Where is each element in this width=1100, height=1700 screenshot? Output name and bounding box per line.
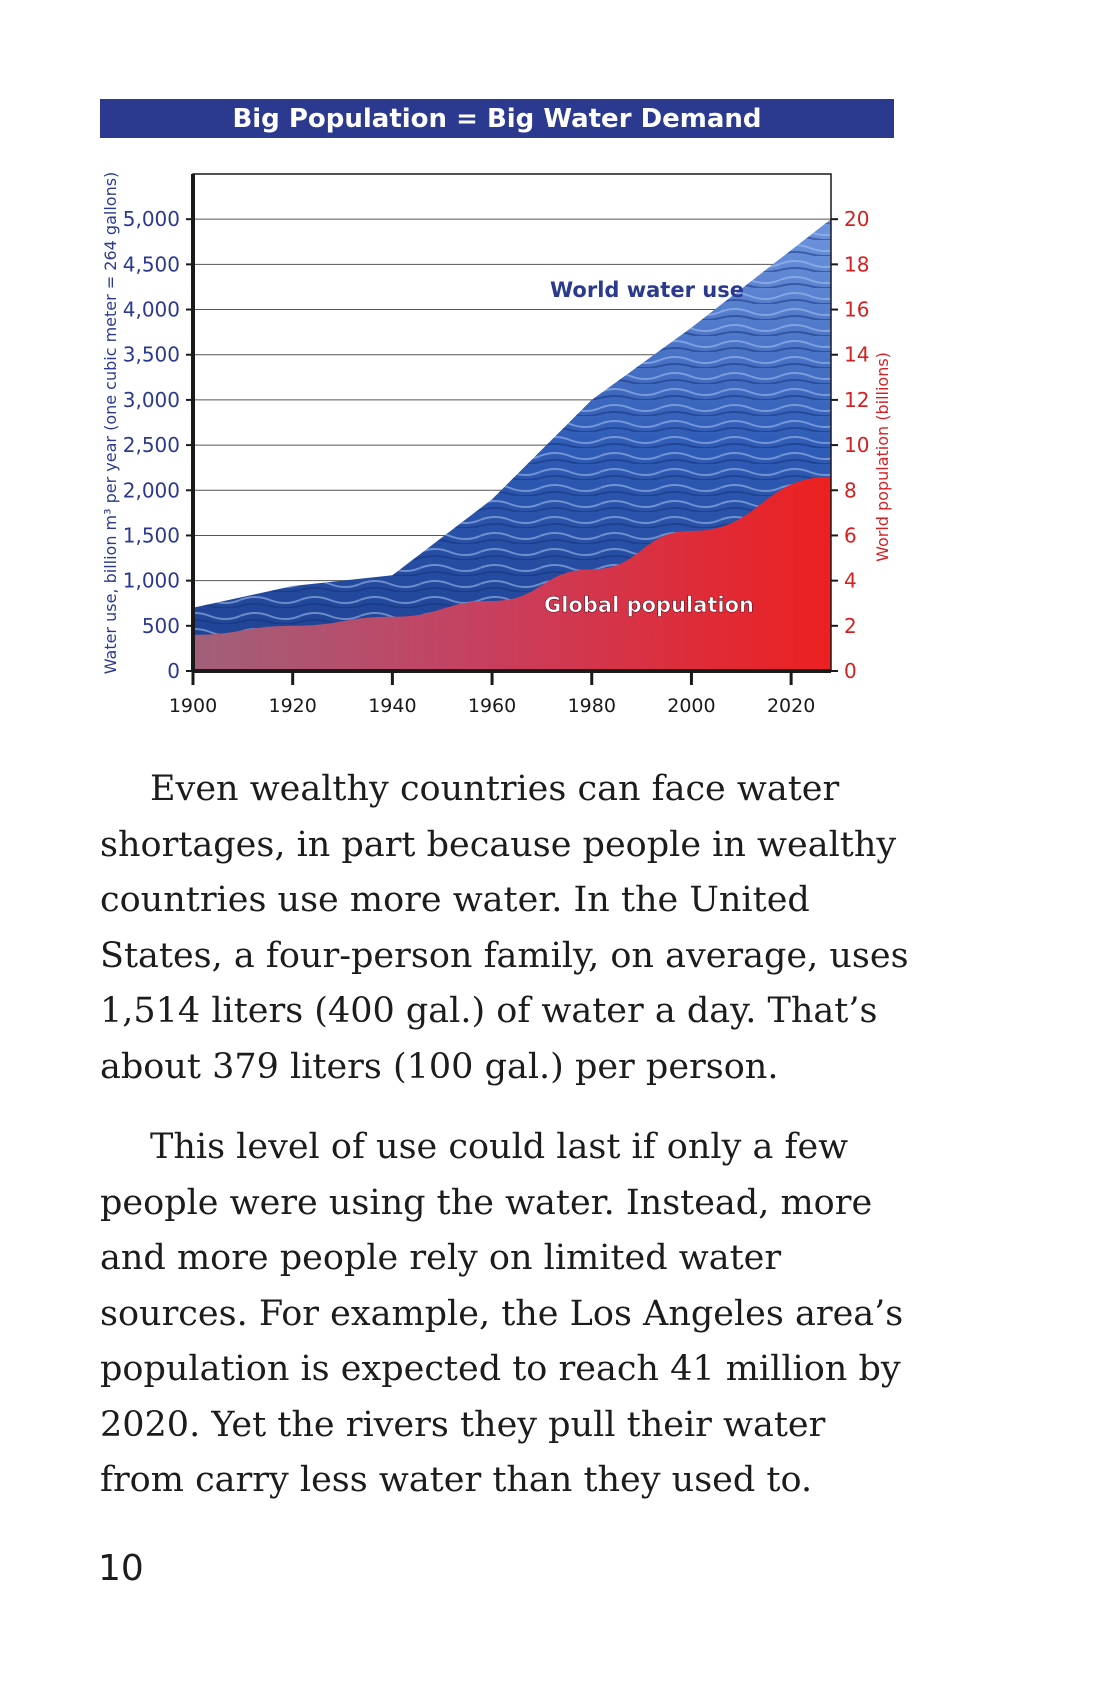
right-tick-label: 12 bbox=[844, 388, 869, 412]
right-axis-ticks: 0 2 4 6 8 10 12 14 16 18 20 bbox=[831, 207, 869, 683]
right-tick-label: 6 bbox=[844, 523, 857, 547]
left-tick-label: 1,500 bbox=[123, 523, 180, 547]
right-tick-label: 4 bbox=[844, 569, 857, 593]
right-tick-label: 20 bbox=[844, 207, 869, 231]
left-tick-label: 3,000 bbox=[123, 388, 180, 412]
right-tick-label: 14 bbox=[844, 343, 869, 367]
x-tick-label: 1900 bbox=[169, 695, 217, 717]
x-tick-label: 1920 bbox=[269, 695, 317, 717]
right-tick-label: 18 bbox=[844, 252, 869, 276]
right-tick-label: 10 bbox=[844, 433, 869, 457]
page-number: 10 bbox=[98, 1548, 144, 1589]
x-tick-label: 1960 bbox=[468, 695, 516, 717]
left-tick-label: 2,500 bbox=[123, 433, 180, 457]
x-tick-label: 2000 bbox=[667, 695, 715, 717]
left-tick-label: 4,000 bbox=[123, 298, 180, 322]
paragraph-2: This level of use could last if only a f… bbox=[100, 1120, 920, 1509]
left-tick-label: 2,000 bbox=[123, 478, 180, 502]
right-tick-label: 16 bbox=[844, 298, 869, 322]
right-tick-label: 0 bbox=[844, 659, 857, 683]
left-tick-label: 5,000 bbox=[123, 207, 180, 231]
x-axis-ticks: 1900 1920 1940 1960 1980 2000 2020 bbox=[169, 671, 815, 717]
chart-title: Big Population = Big Water Demand bbox=[100, 99, 894, 138]
series-label-world-water-use: World water use bbox=[550, 278, 744, 302]
water-population-chart: 0 500 1,000 1,500 2,000 2,500 3,000 3,500 4,000 4… bbox=[101, 172, 892, 717]
paragraph-1: Even wealthy countries can face water sh… bbox=[100, 762, 920, 1095]
left-tick-label: 3,500 bbox=[123, 343, 180, 367]
left-tick-label: 1,000 bbox=[123, 569, 180, 593]
right-tick-label: 2 bbox=[844, 614, 857, 638]
series-area-global-population bbox=[193, 476, 831, 671]
right-tick-label: 8 bbox=[844, 478, 857, 502]
x-tick-label: 1980 bbox=[568, 695, 616, 717]
right-axis-label: World population (billions) bbox=[873, 352, 892, 562]
left-tick-label: 500 bbox=[142, 614, 180, 638]
paragraph-2-text: This level of use could last if only a f… bbox=[100, 1127, 904, 1500]
x-tick-label: 2020 bbox=[767, 695, 815, 717]
x-tick-label: 1940 bbox=[368, 695, 416, 717]
series-label-global-population: Global population bbox=[544, 593, 754, 617]
left-tick-label: 4,500 bbox=[123, 252, 180, 276]
paragraph-1-text: Even wealthy countries can face water sh… bbox=[100, 769, 909, 1087]
left-axis-label: Water use, billion m³ per year (one cubi… bbox=[101, 172, 120, 675]
left-axis-ticks: 0 500 1,000 1,500 2,000 2,500 3,000 3,500 4,000 4… bbox=[123, 207, 193, 683]
left-tick-label: 0 bbox=[167, 659, 180, 683]
